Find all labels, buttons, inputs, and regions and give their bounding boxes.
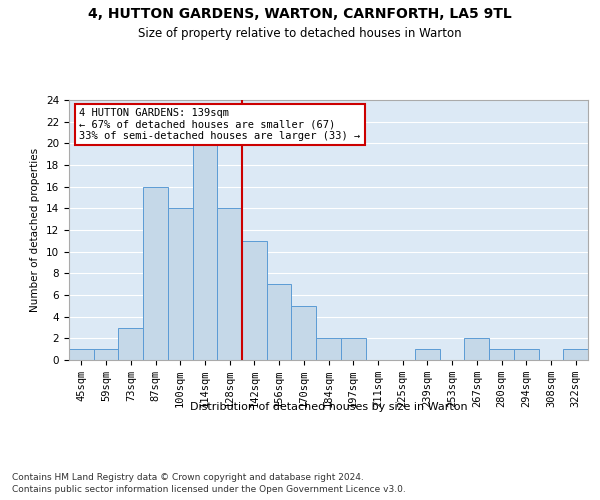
Bar	[193, 144, 217, 360]
Text: 4, HUTTON GARDENS, WARTON, CARNFORTH, LA5 9TL: 4, HUTTON GARDENS, WARTON, CARNFORTH, LA…	[88, 8, 512, 22]
Bar	[341, 338, 365, 360]
Bar	[316, 338, 341, 360]
Text: Contains HM Land Registry data © Crown copyright and database right 2024.: Contains HM Land Registry data © Crown c…	[12, 472, 364, 482]
Bar	[292, 306, 316, 360]
Bar	[69, 349, 94, 360]
Bar	[514, 349, 539, 360]
Bar	[267, 284, 292, 360]
Y-axis label: Number of detached properties: Number of detached properties	[31, 148, 40, 312]
Bar	[143, 186, 168, 360]
Bar	[415, 349, 440, 360]
Bar	[489, 349, 514, 360]
Bar	[464, 338, 489, 360]
Text: Contains public sector information licensed under the Open Government Licence v3: Contains public sector information licen…	[12, 485, 406, 494]
Text: 4 HUTTON GARDENS: 139sqm
← 67% of detached houses are smaller (67)
33% of semi-d: 4 HUTTON GARDENS: 139sqm ← 67% of detach…	[79, 108, 361, 141]
Bar	[168, 208, 193, 360]
Bar	[118, 328, 143, 360]
Text: Distribution of detached houses by size in Warton: Distribution of detached houses by size …	[190, 402, 467, 412]
Text: Size of property relative to detached houses in Warton: Size of property relative to detached ho…	[138, 28, 462, 40]
Bar	[217, 208, 242, 360]
Bar	[242, 241, 267, 360]
Bar	[563, 349, 588, 360]
Bar	[94, 349, 118, 360]
